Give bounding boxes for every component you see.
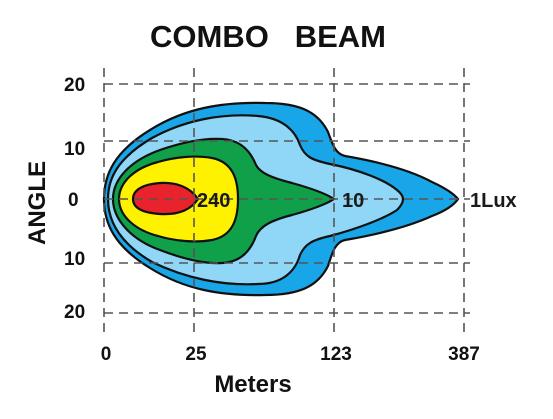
chart-title: COMBO BEAM: [150, 19, 386, 54]
x-tick-123: 123: [320, 344, 352, 365]
contour-label-10: 10: [342, 190, 364, 212]
y-tick-20-top: 20: [64, 75, 85, 96]
y-tick-0: 0: [68, 190, 79, 211]
x-axis-label: Meters: [214, 371, 291, 398]
y-tick-20-bottom: 20: [64, 302, 85, 323]
x-tick-25: 25: [185, 344, 207, 365]
x-tick-387: 387: [448, 344, 480, 365]
y-axis-label: ANGLE: [24, 161, 51, 245]
y-tick-10-bottom: 10: [64, 249, 85, 270]
x-tick-0: 0: [101, 344, 112, 365]
contour-labels: 240 10 1Lux: [197, 190, 517, 212]
x-ticks: 0 25 123 387: [101, 344, 480, 365]
y-tick-10-top: 10: [64, 139, 85, 160]
contour-label-240: 240: [197, 190, 230, 212]
contour-label-1lux: 1Lux: [470, 190, 517, 212]
y-ticks: 20 10 0 10 20: [64, 75, 85, 323]
isolux-layer: [102, 101, 460, 297]
grid: [103, 68, 470, 338]
